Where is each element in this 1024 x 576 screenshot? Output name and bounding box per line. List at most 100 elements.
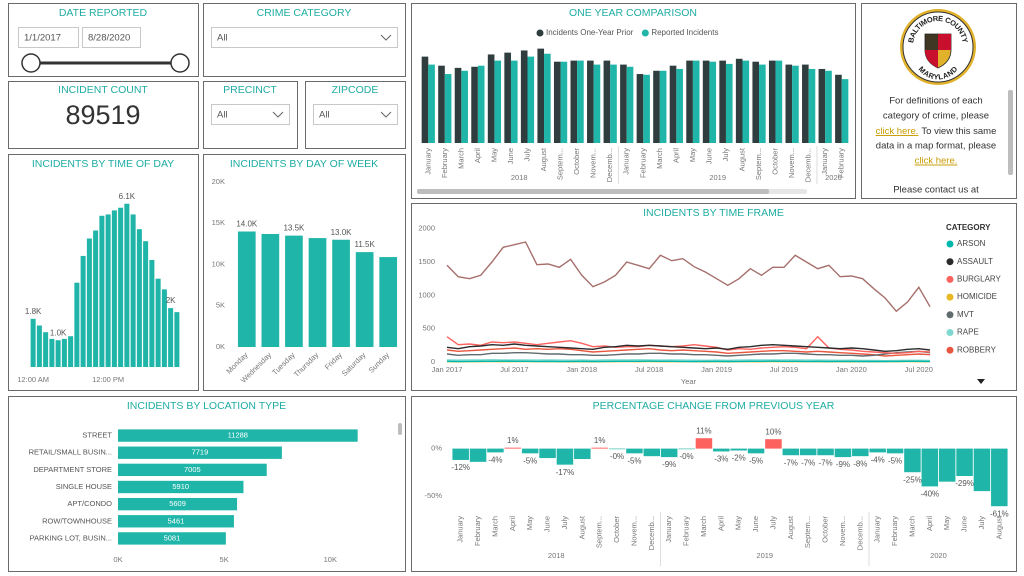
legend-marker <box>946 275 954 283</box>
legend-label: BURGLARY <box>957 275 1002 284</box>
bar <box>593 64 601 143</box>
x-tick-label: May <box>942 516 951 530</box>
dropdown-value[interactable]: All <box>217 110 228 121</box>
bar <box>702 60 710 143</box>
bar <box>43 332 49 367</box>
group-label: 2018 <box>548 551 565 560</box>
x-tick-label: Septem... <box>803 516 812 548</box>
chevron <box>272 111 284 118</box>
legend-marker <box>946 346 954 354</box>
bar <box>560 61 568 143</box>
x-tick-label: April <box>716 516 725 531</box>
x-tick-label: April <box>508 516 517 531</box>
link[interactable]: click here. <box>876 126 919 137</box>
scrollbar[interactable] <box>398 423 402 435</box>
slider-handle[interactable] <box>170 53 190 73</box>
data-label: -2% <box>732 454 746 463</box>
bar <box>136 229 142 367</box>
data-label: -29% <box>955 479 974 488</box>
data-label: -12% <box>451 463 470 472</box>
slider-handle[interactable] <box>21 53 41 73</box>
dropdown-value[interactable]: All <box>319 110 330 121</box>
bar <box>130 214 136 367</box>
link[interactable]: click here. <box>915 156 958 167</box>
bar <box>36 325 42 367</box>
x-tick-label: June <box>960 516 969 532</box>
kpi-title: INCIDENT COUNT <box>58 84 148 96</box>
bar <box>626 66 634 143</box>
bar <box>808 68 816 143</box>
scrollbar[interactable] <box>417 189 769 194</box>
bar <box>444 74 452 143</box>
bar <box>285 235 303 347</box>
y-tick-label: -50% <box>424 491 442 500</box>
legend-marker <box>536 29 544 37</box>
x-axis-label: Year <box>681 377 697 386</box>
y-tick-label: 10K <box>212 259 225 268</box>
bar <box>643 448 661 457</box>
bar <box>118 532 226 545</box>
x-tick-label: January <box>820 148 829 175</box>
x-tick-label: February <box>638 148 647 178</box>
dropdown[interactable] <box>211 27 398 48</box>
bar <box>537 48 545 143</box>
dropdown[interactable] <box>313 104 398 125</box>
line <box>446 241 931 313</box>
date-start[interactable]: 1/1/2017 <box>24 33 61 44</box>
data-label: -17% <box>556 468 575 477</box>
dropdown[interactable] <box>211 104 290 125</box>
y-tick-label: 5K <box>216 301 225 310</box>
chart-title: INCIDENTS BY TIME FRAME <box>643 207 784 219</box>
bar <box>428 64 435 143</box>
bar <box>118 207 124 367</box>
bar <box>817 448 834 456</box>
data-label: 11% <box>696 426 711 435</box>
bar <box>785 64 793 143</box>
x-tick-label: May <box>489 148 498 162</box>
y-tick-label: 0% <box>431 444 442 453</box>
chart-title: ONE YEAR COMPARISON <box>569 7 697 19</box>
x-tick-label: February <box>473 516 482 546</box>
data-label: 1% <box>507 436 519 445</box>
bar <box>669 65 677 143</box>
legend-marker <box>946 258 954 266</box>
bar <box>713 448 730 452</box>
legend-label: Incidents One-Year Prior <box>546 28 634 37</box>
y-tick-label: 2000 <box>418 224 435 233</box>
scrollbar[interactable] <box>1008 90 1013 175</box>
bar <box>149 259 155 367</box>
bar <box>438 65 445 143</box>
date-end[interactable]: 8/28/2020 <box>88 33 130 44</box>
bar <box>544 53 551 143</box>
panel <box>8 81 199 149</box>
x-tick-label: Decemb... <box>855 516 864 550</box>
dropdown-value[interactable]: All <box>217 33 228 44</box>
x-tick-label: Septem... <box>754 148 763 180</box>
line <box>446 347 931 357</box>
date-end-box[interactable] <box>82 27 141 48</box>
bar <box>527 56 535 143</box>
date-start-box[interactable] <box>18 27 79 48</box>
y-tick-label: 0K <box>216 342 225 351</box>
info-text: data in a map format, please <box>876 141 996 152</box>
bar <box>454 67 462 143</box>
bar <box>643 74 650 143</box>
bar <box>504 447 522 449</box>
bar <box>956 448 973 476</box>
group-label: 2020 <box>930 551 947 560</box>
y-tick-label: ROW/TOWNHOUSE <box>42 516 112 525</box>
bar <box>591 447 608 449</box>
bar <box>825 70 832 143</box>
x-tick-label: January <box>622 148 631 175</box>
bar <box>636 74 644 143</box>
bar <box>659 70 667 143</box>
legend-scroll-arrow[interactable] <box>977 379 985 384</box>
bar <box>759 64 766 143</box>
bar <box>174 312 180 367</box>
x-tick-label: June <box>704 148 713 164</box>
data-label: 7005 <box>184 465 201 474</box>
x-tick-label: August <box>737 147 746 171</box>
bar <box>676 68 683 143</box>
x-tick-label: Septem... <box>556 148 565 180</box>
bar <box>55 340 61 367</box>
